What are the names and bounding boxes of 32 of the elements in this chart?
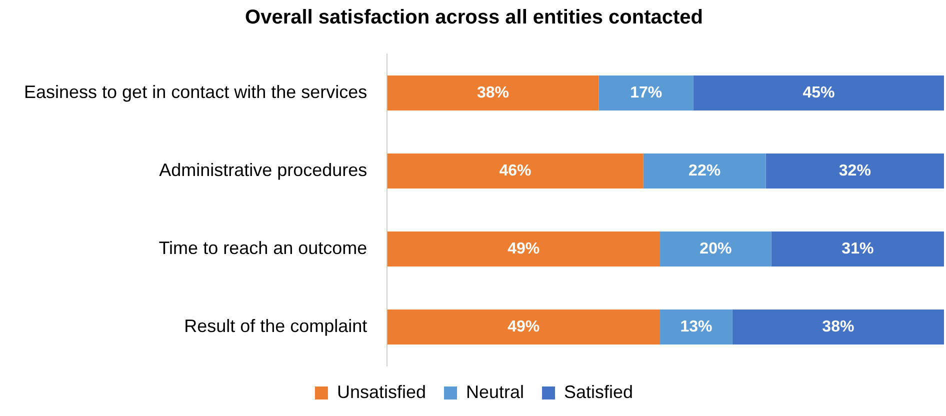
data-label: 38% [822, 318, 854, 336]
chart-title: Overall satisfaction across all entities contacted [245, 6, 703, 29]
bar [660, 231, 772, 267]
data-label: 49% [508, 318, 540, 336]
data-label: 20% [700, 240, 732, 258]
bar [643, 153, 766, 189]
data-label: 22% [688, 162, 721, 180]
data-label: 31% [842, 240, 874, 258]
y-tick-label: Administrative procedures [159, 160, 368, 180]
y-tick-label: Time to reach an outcome [158, 238, 368, 258]
bar [771, 231, 944, 267]
bar [660, 309, 732, 345]
bar [693, 75, 944, 111]
bar [387, 153, 644, 189]
bar [732, 309, 944, 345]
legend-label: Satisfied [564, 382, 634, 402]
bar [387, 309, 660, 345]
y-tick-label: Result of the complaint [184, 316, 368, 336]
data-label: 32% [838, 162, 871, 180]
data-label: 38% [476, 84, 509, 102]
data-label: 13% [680, 318, 712, 336]
legend-label: Neutral [466, 382, 524, 402]
data-label: 46% [499, 162, 532, 180]
legend-label: Unsatisfied [336, 382, 426, 402]
data-label: 17% [630, 84, 662, 102]
data-label: 45% [802, 84, 835, 102]
bar [387, 231, 660, 267]
data-label: 49% [508, 240, 540, 258]
bar [766, 153, 944, 189]
bar [598, 75, 694, 111]
bar [387, 75, 599, 111]
y-tick-label: Easiness to get in contact with the services [24, 82, 368, 102]
